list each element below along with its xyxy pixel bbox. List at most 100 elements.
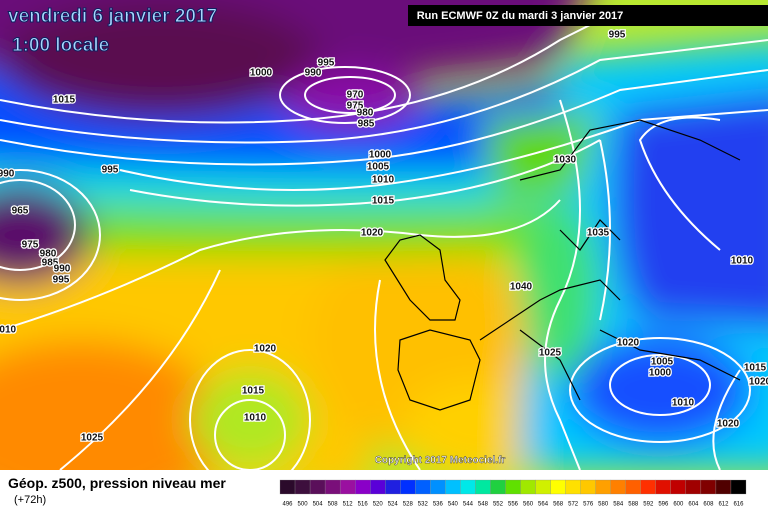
colorbar-swatch <box>505 479 521 495</box>
colorbar-label: 500 <box>298 502 309 508</box>
isobar-label: 990 <box>0 169 15 180</box>
colorbar-swatch <box>535 479 551 495</box>
colorbar-swatch <box>430 479 446 495</box>
isobar-label: 1015 <box>372 196 395 207</box>
colorbar-label: 504 <box>313 502 324 508</box>
isobar-label: 1010 <box>244 413 267 424</box>
colorbar-swatch <box>370 479 386 495</box>
colorbar-swatch <box>294 479 311 495</box>
isobar-label: 985 <box>42 258 59 269</box>
colorbar-label: 580 <box>598 502 609 508</box>
colorbar-label: 592 <box>643 502 654 508</box>
colorbar-label: 536 <box>433 502 444 508</box>
isobar-label: 1020 <box>361 228 384 239</box>
colorbar-swatch <box>445 479 461 495</box>
isobar-label: 980 <box>357 108 374 119</box>
isobar-label: 1020 <box>617 338 640 349</box>
colorbar-label: 612 <box>718 502 729 508</box>
colorbar-label: 556 <box>508 502 519 508</box>
colorbar-swatch <box>670 479 687 495</box>
colorbar-label: 496 <box>283 502 294 508</box>
colorbar-swatch <box>279 479 296 495</box>
colorbar-swatch <box>640 479 656 495</box>
colorbar-swatch <box>324 479 341 495</box>
local-time: 1:00 locale <box>12 35 109 56</box>
colorbar-swatch <box>595 479 611 495</box>
colorbar-label: 564 <box>538 502 549 508</box>
isobar-label: 1000 <box>649 368 672 379</box>
isobar-label: 965 <box>12 206 29 217</box>
colorbar-swatch <box>565 479 581 495</box>
isobar-label: 995 <box>53 275 70 286</box>
colorbar-label: 576 <box>583 502 594 508</box>
isobar-label: 1010 <box>0 325 17 336</box>
isobar-label: 980 <box>40 249 57 260</box>
colorbar: 496 500 504 508 512 516 520 524 528 532 536 540 544 5… <box>279 479 747 508</box>
colorbar-swatch <box>610 479 626 495</box>
colorbar-label: 572 <box>568 502 579 508</box>
colorbar-label: 552 <box>493 502 504 508</box>
colorbar-label: 600 <box>673 502 684 508</box>
isobar-label: 1020 <box>254 344 277 355</box>
colorbar-label: 520 <box>373 502 384 508</box>
colorbar-swatch <box>309 479 326 495</box>
lead-time: (+72h) <box>14 494 46 506</box>
isobar-label: 990 <box>305 68 322 79</box>
colorbar-label: 532 <box>418 502 429 508</box>
isobar-label: 1020 <box>749 377 768 388</box>
colorbar-swatch <box>460 479 476 495</box>
isobar-label: 985 <box>358 119 375 130</box>
isobar-label: 1015 <box>242 386 265 397</box>
map-title: vendredi 6 janvier 2017 <box>8 6 217 27</box>
colorbar-label: 560 <box>523 502 534 508</box>
isobar-label: 1025 <box>539 348 562 359</box>
colorbar-swatch <box>715 479 732 495</box>
run-box <box>408 5 768 26</box>
colorbar-label: 608 <box>703 502 714 508</box>
colorbar-swatch <box>655 479 671 495</box>
isobar-labels: 1015995995990100097097598098510159909951… <box>0 5 768 445</box>
isobar-label: 1020 <box>717 419 740 430</box>
isobar-label: 975 <box>22 240 39 251</box>
isobar-label: 1015 <box>744 363 767 374</box>
isobar-label: 1035 <box>587 228 610 239</box>
colorbar-label: 596 <box>658 502 669 508</box>
colorbar-label: 584 <box>613 502 624 508</box>
isobar-label: 1010 <box>731 256 754 267</box>
colorbar-swatch <box>490 479 506 495</box>
colorbar-label: 548 <box>478 502 489 508</box>
colorbar-swatch <box>625 479 641 495</box>
isobar-label: 1000 <box>250 68 273 79</box>
isobar-label: 1040 <box>510 282 533 293</box>
isobar-label: 1005 <box>651 357 674 368</box>
coastlines <box>384 119 741 411</box>
isobar-label: 1015 <box>53 95 76 106</box>
colorbar-swatch <box>700 479 717 495</box>
colorbar-swatch <box>730 479 747 495</box>
colorbar-label: 544 <box>463 502 474 508</box>
isobar-label: 1025 <box>81 433 104 444</box>
colorbar-swatch <box>685 479 702 495</box>
isobar-label: 970 <box>347 90 364 101</box>
isobar-label: 995 <box>102 165 119 176</box>
colorbar-label: 604 <box>688 502 699 508</box>
colorbar-label: 588 <box>628 502 639 508</box>
isobar-label: 1010 <box>372 175 395 186</box>
colorbar-label: 616 <box>733 502 744 508</box>
colorbar-swatch <box>550 479 566 495</box>
colorbar-label: 540 <box>448 502 459 508</box>
colorbar-label: 516 <box>358 502 369 508</box>
isobar-label: 1030 <box>554 155 577 166</box>
colorbar-swatch <box>415 479 431 495</box>
colorbar-swatch <box>520 479 536 495</box>
isobar-label: 1010 <box>672 398 695 409</box>
copyright: Copyright 2017 Meteociel.fr <box>375 455 506 466</box>
isobar-label: 1000 <box>369 150 392 161</box>
colorbar-label: 568 <box>553 502 564 508</box>
colorbar-swatch <box>339 479 356 495</box>
colorbar-label: 512 <box>343 502 354 508</box>
isobar-label: 995 <box>318 58 335 69</box>
isobar-label: 1005 <box>367 162 390 173</box>
